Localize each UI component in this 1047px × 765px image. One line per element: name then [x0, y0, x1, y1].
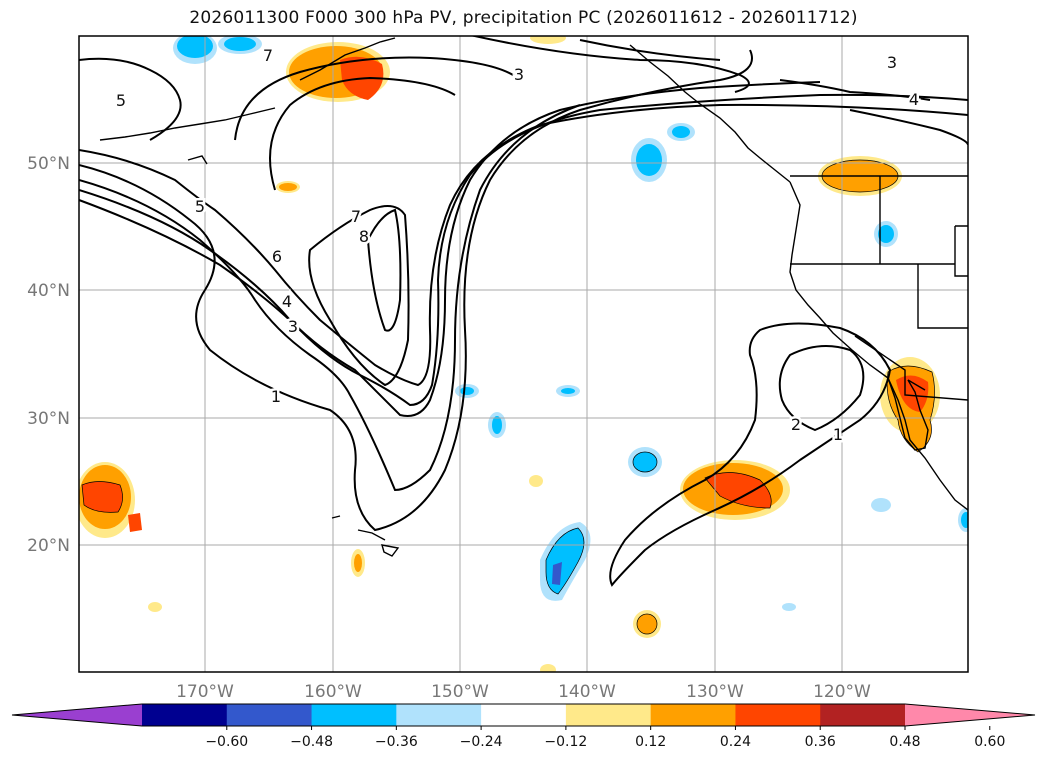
contour-label: 3 — [514, 65, 524, 84]
colorbar-extend-min — [12, 704, 142, 726]
colorbar-segment — [735, 704, 821, 726]
colorbar-tick-label: 0.48 — [889, 734, 920, 750]
coastlines — [99, 37, 968, 557]
colorbar: −0.60 −0.48 −0.36 −0.24 −0.12 0.12 0.24 0.36 0.4… — [11, 703, 1036, 750]
colorbar-segment — [311, 704, 397, 726]
contour-label: 5 — [195, 197, 205, 216]
contour-label: 3 — [887, 53, 897, 72]
colorbar-tick-label: −0.60 — [205, 734, 248, 750]
colorbar-segment — [396, 704, 482, 726]
lat-label: 30°N — [27, 409, 70, 429]
colorbar-segment — [481, 704, 567, 726]
colorbar-tick-label: −0.36 — [375, 734, 418, 750]
lon-label: 140°W — [558, 682, 616, 702]
contour-label: 6 — [272, 247, 282, 266]
colorbar-tick-label: −0.48 — [290, 734, 333, 750]
map-border — [78, 35, 969, 673]
colorbar-tick-label: 0.24 — [720, 734, 751, 750]
colorbar-tick-label: −0.24 — [460, 734, 503, 750]
contour-label: 1 — [833, 425, 843, 444]
colorbar-segment — [142, 704, 228, 726]
colorbar-tick-label: −0.12 — [544, 734, 587, 750]
colorbar-tick-label: 0.12 — [635, 734, 666, 750]
lon-label: 160°W — [304, 682, 362, 702]
lat-label: 40°N — [27, 281, 70, 301]
lon-label: 150°W — [431, 682, 489, 702]
colorbar-tick-label: 0.36 — [805, 734, 836, 750]
lon-label: 170°W — [176, 682, 234, 702]
precip-shading — [79, 36, 968, 672]
graticule — [79, 36, 968, 672]
contour-label: 5 — [116, 91, 126, 110]
lat-label: 20°N — [27, 536, 70, 556]
contour-label: 3 — [288, 317, 298, 336]
contour-label: 1 — [271, 387, 281, 406]
map-title: 2026011300 F000 300 hPa PV, precipitatio… — [189, 8, 858, 28]
pv-contour-labels: 7 5 5 6 4 3 1 7 8 3 4 3 2 1 — [113, 44, 921, 447]
contour-label: 4 — [909, 90, 919, 109]
colorbar-tick-label: 0.60 — [974, 734, 1005, 750]
colorbar-segment — [565, 704, 652, 726]
contour-label: 7 — [351, 207, 361, 226]
contour-label: 2 — [791, 415, 801, 434]
lon-label: 130°W — [686, 682, 744, 702]
colorbar-outline — [11, 703, 1036, 727]
contour-label: 8 — [359, 227, 369, 246]
colorbar-segment — [650, 704, 736, 726]
lon-label: 120°W — [813, 682, 871, 702]
pv-contours — [79, 36, 968, 587]
contour-label: 7 — [263, 46, 273, 65]
colorbar-extend-max — [905, 704, 1035, 726]
colorbar-segment — [226, 704, 313, 726]
colorbar-segment — [820, 704, 906, 726]
lon-axis-labels: 170°W 160°W 150°W 140°W 130°W 120°W — [176, 682, 871, 702]
contour-label: 4 — [282, 292, 292, 311]
lat-axis-labels: 50°N 40°N 30°N 20°N — [27, 154, 70, 556]
lat-label: 50°N — [27, 154, 70, 174]
